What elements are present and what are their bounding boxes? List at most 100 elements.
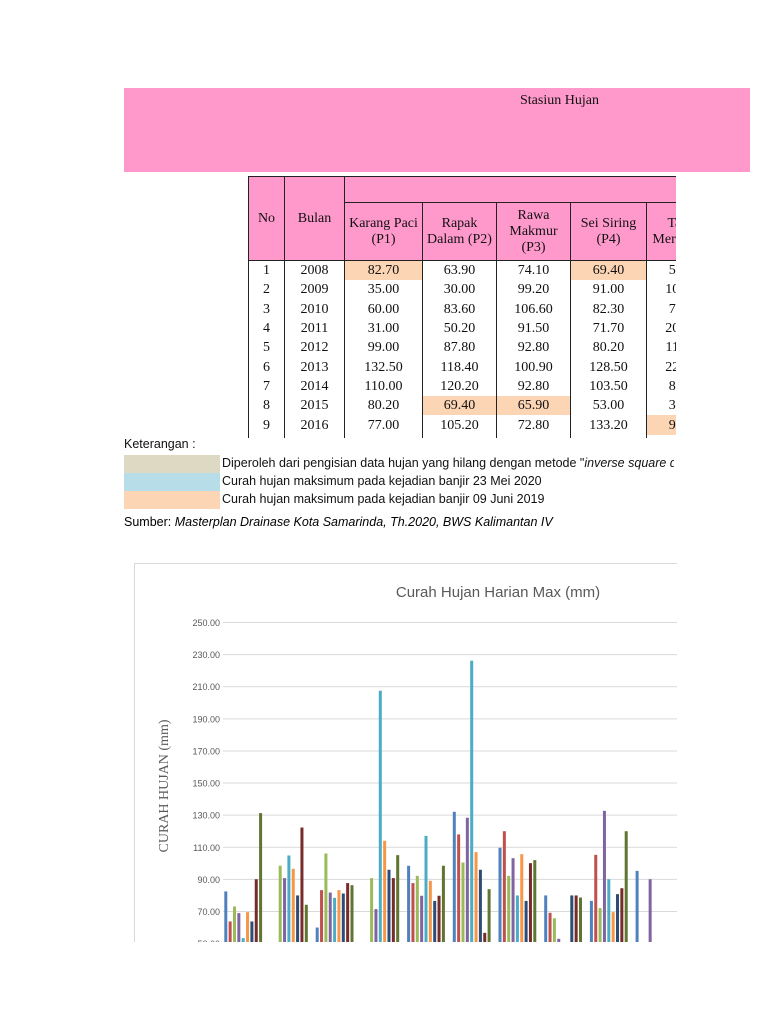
rainfall-value: 83.60 <box>422 299 497 319</box>
bar <box>259 813 263 942</box>
rainfall-value: 226.70 <box>646 357 676 377</box>
row-year: 2010 <box>284 299 345 319</box>
y-tick-label: 230.00 <box>192 650 220 660</box>
rainfall-value: 79.10 <box>646 299 676 319</box>
rainfall-value: 118.40 <box>422 357 497 377</box>
source-text: Masterplan Drainase Kota Samarinda, Th.2… <box>174 515 553 529</box>
bar <box>511 858 515 942</box>
bar <box>378 690 382 942</box>
rainfall-value: 69.40 <box>422 396 497 416</box>
col-header-no: No <box>248 176 285 261</box>
rainfall-value: 103.50 <box>570 376 647 397</box>
col-header-station: Karang Paci (P1) <box>344 202 423 261</box>
table-row: 10201796.0042.7041.6090.60183.1084.20 <box>248 434 676 438</box>
y-tick-label: 130.00 <box>192 811 220 821</box>
y-tick-label: 70.00 <box>197 907 220 917</box>
bar <box>428 880 432 942</box>
rainfall-value: 63.90 <box>422 260 497 281</box>
bar <box>433 900 437 942</box>
bar <box>502 831 506 942</box>
rainfall-value: 82.30 <box>570 299 647 319</box>
rainfall-value: 60.00 <box>344 299 423 319</box>
bar <box>552 918 556 942</box>
bar <box>328 892 332 942</box>
bar <box>224 891 228 942</box>
bar <box>487 889 491 942</box>
bar <box>624 831 628 942</box>
bar <box>300 827 304 942</box>
bar <box>324 853 328 942</box>
bar <box>620 888 624 942</box>
row-number: 7 <box>248 376 285 397</box>
y-tick-label: 50.00 <box>197 939 220 942</box>
bar <box>589 900 593 942</box>
rainfall-value: 207.70 <box>646 318 676 339</box>
bar <box>598 908 602 942</box>
y-tick-label: 250.00 <box>192 618 220 628</box>
bar <box>250 921 254 942</box>
rainfall-value: 99.00 <box>344 338 423 358</box>
rainfall-value: 41.60 <box>496 434 571 438</box>
legend-text-main: Diperoleh dari pengisian data hujan yang… <box>222 456 585 470</box>
bar <box>594 854 598 942</box>
col-header-station: Rapak Dalam (P2) <box>422 202 497 261</box>
rainfall-value: 120.20 <box>422 376 497 397</box>
bar <box>528 863 532 942</box>
bar <box>533 860 537 942</box>
bar <box>407 865 411 942</box>
row-number: 10 <box>248 434 285 438</box>
bar <box>602 810 606 942</box>
bar <box>452 811 456 942</box>
col-header-station: Tanah Merah (P5) <box>646 202 676 261</box>
legend-swatch <box>124 491 220 509</box>
bar <box>461 862 465 942</box>
bar <box>579 897 582 942</box>
y-axis-label: CURAH HUJAN (mm) <box>157 719 172 852</box>
bar <box>457 834 461 942</box>
bar <box>241 938 245 942</box>
bar <box>507 875 511 942</box>
rainfall-value: 92.80 <box>496 338 571 358</box>
row-year: 2013 <box>284 357 345 377</box>
rainfall-value: 69.40 <box>570 260 647 281</box>
rainfall-value: 42.70 <box>422 434 497 438</box>
bar <box>320 890 324 942</box>
legend-text: Curah hujan maksimum pada kejadian banji… <box>222 474 674 488</box>
row-year: 2008 <box>284 260 345 281</box>
rainfall-value: 90.60 <box>570 434 647 438</box>
row-year: 2014 <box>284 376 345 397</box>
bar <box>233 906 236 942</box>
rainfall-value: 80.20 <box>344 396 423 416</box>
y-tick-label: 170.00 <box>192 746 220 756</box>
bar <box>333 897 337 942</box>
col-header-station: Sei Siring (P4) <box>570 202 647 261</box>
bar <box>498 847 502 942</box>
rainfall-value: 133.20 <box>570 415 647 435</box>
rainfall-value: 106.60 <box>496 299 571 319</box>
bar <box>304 904 308 942</box>
legend-title: Keterangan : <box>124 437 196 451</box>
bar <box>287 855 291 942</box>
y-tick-label: 150.00 <box>192 779 220 789</box>
rainfall-value: 80.20 <box>570 338 647 358</box>
bar <box>396 855 400 942</box>
header-band <box>124 88 750 172</box>
rainfall-value: 53.60 <box>646 260 676 281</box>
rainfall-table: No Bulan Karang Paci (P1) Rapak Dalam (P2… <box>248 176 676 438</box>
legend-text: Diperoleh dari pengisian data hujan yang… <box>222 456 674 470</box>
rainfall-value: 110.00 <box>344 376 423 397</box>
bar <box>548 912 552 942</box>
bar <box>470 660 474 942</box>
rainfall-value: 74.10 <box>496 260 571 281</box>
bar <box>254 879 258 942</box>
col-header-stasiun: Stasiun Hujan <box>520 93 599 108</box>
bar <box>544 895 548 942</box>
bar <box>383 840 387 942</box>
bar <box>478 869 482 942</box>
row-year: 2011 <box>284 318 345 339</box>
